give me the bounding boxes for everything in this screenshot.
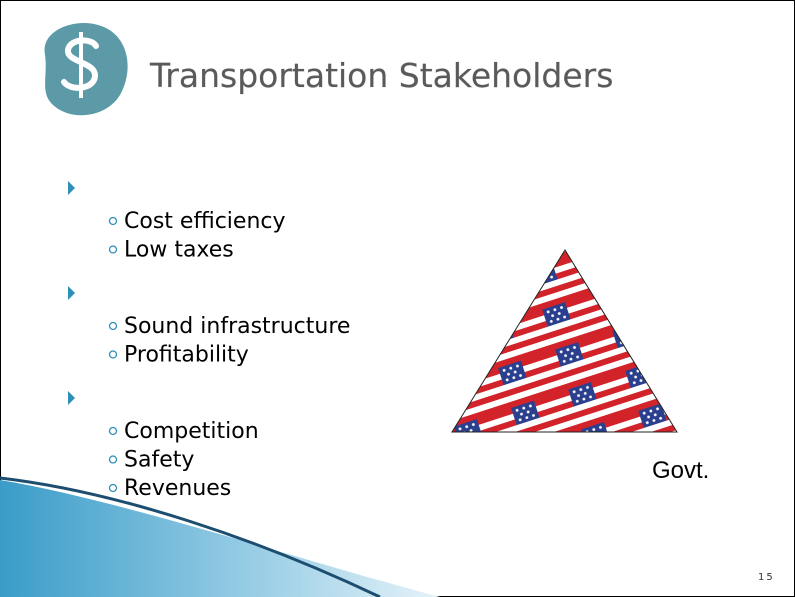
list-item: Safety <box>124 448 194 473</box>
slide-title: Transportation Stakeholders <box>149 56 613 95</box>
page-number: 15 <box>758 572 775 583</box>
list-item: Sound infrastructure <box>124 314 350 339</box>
list-item: Profitability <box>124 343 249 368</box>
list-item: Competition <box>124 419 259 444</box>
figure-label: Govt. <box>652 457 709 484</box>
list-item: Cost efficiency <box>124 209 286 234</box>
page: {"header": {"title": "Transportation Sta… <box>0 0 795 597</box>
list-item: Revenues <box>124 476 231 501</box>
slide: Transportation Stakeholders Cost efficie… <box>0 0 795 597</box>
list-item: Low taxes <box>124 238 234 263</box>
